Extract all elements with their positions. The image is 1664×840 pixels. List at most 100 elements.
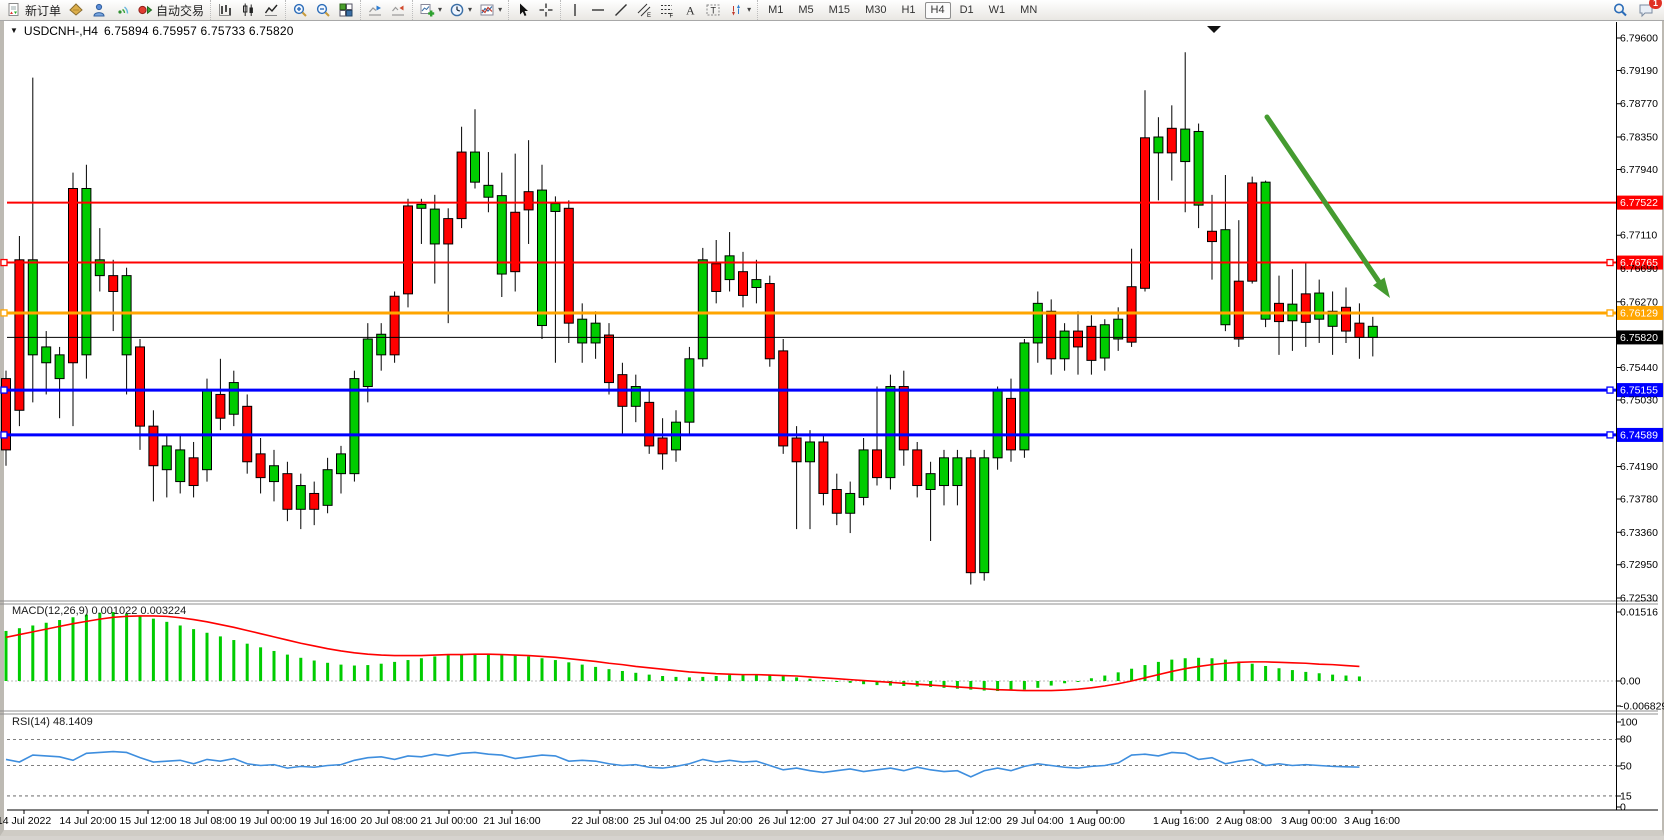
- timeframe-w1[interactable]: W1: [988, 3, 1006, 16]
- signals-button[interactable]: [112, 1, 132, 19]
- candle-chart-button[interactable]: [238, 1, 258, 19]
- time-tick-label: 15 Jul 12:00: [119, 815, 176, 827]
- time-tick-label: 1 Aug 16:00: [1153, 815, 1209, 827]
- autotrading-button-label: 自动交易: [156, 3, 205, 18]
- macd-bar: [594, 666, 598, 681]
- line-handle[interactable]: [1606, 258, 1614, 267]
- community-button[interactable]: [89, 1, 109, 19]
- line-handle[interactable]: [1606, 386, 1614, 394]
- candle: [1059, 330, 1070, 360]
- line-chart-button[interactable]: [261, 1, 281, 19]
- price-marker: [1617, 305, 1663, 320]
- trendline-button[interactable]: [611, 1, 631, 19]
- candle: [295, 485, 306, 510]
- text-button[interactable]: A: [680, 1, 700, 19]
- candle: [309, 492, 320, 510]
- time-tick-label: 25 Jul 20:00: [695, 815, 752, 827]
- line-handle[interactable]: [0, 258, 8, 267]
- auto-scroll-button[interactable]: [365, 1, 385, 19]
- timeframe-h1[interactable]: H1: [901, 3, 916, 16]
- price-tick-label: 6.75030: [1620, 394, 1658, 406]
- time-tick-label: 25 Jul 04:00: [633, 815, 690, 827]
- label-button[interactable]: T: [703, 1, 723, 19]
- period-button[interactable]: ▾: [447, 1, 474, 19]
- expert-advisors-button[interactable]: [66, 1, 86, 19]
- line-handle[interactable]: [0, 431, 8, 439]
- crosshair-button[interactable]: [536, 1, 556, 19]
- candle: [1099, 324, 1110, 359]
- notifications-button[interactable]: 1: [1636, 0, 1662, 19]
- candle: [1086, 325, 1097, 361]
- chart-ohlc-values: 6.75894 6.75957 6.75733 6.75820: [103, 24, 294, 38]
- macd-bar: [982, 681, 986, 691]
- candle: [41, 346, 52, 364]
- price-tick-label: 6.77940: [1620, 164, 1658, 176]
- trend-arrow-head[interactable]: [1372, 277, 1390, 298]
- time-tick-label: 3 Aug 16:00: [1344, 815, 1400, 827]
- macd-bar: [98, 612, 102, 681]
- time-tick-label: 21 Jul 00:00: [420, 815, 477, 827]
- candle: [550, 203, 561, 212]
- autotrading-button[interactable]: 自动交易: [135, 1, 206, 19]
- new-chart-button[interactable]: ▾: [417, 1, 444, 19]
- bar-chart-button[interactable]: [215, 1, 235, 19]
- timeframe-m1[interactable]: M1: [768, 3, 784, 16]
- price-tick-label: 6.74190: [1620, 461, 1658, 473]
- tile-windows-button[interactable]: [336, 1, 356, 19]
- candle: [1327, 310, 1338, 327]
- line-handle[interactable]: [0, 386, 8, 394]
- macd-signal-line: [5, 615, 1360, 692]
- candle: [523, 191, 534, 211]
- toolbar-group: ▾ ▾ ▾: [412, 0, 508, 20]
- vertical-line-button[interactable]: [565, 1, 585, 19]
- macd-bar: [540, 658, 544, 681]
- new-order-button[interactable]: 新订单: [4, 1, 63, 19]
- template-button[interactable]: ▾: [477, 1, 504, 19]
- chart-shift-button[interactable]: [388, 1, 408, 19]
- candle: [456, 151, 467, 220]
- toolbar-group: E F A T ▾: [560, 0, 757, 20]
- zoom-in-button[interactable]: [290, 1, 310, 19]
- zoom-out-button[interactable]: [313, 1, 333, 19]
- macd-bar: [701, 676, 705, 681]
- candle: [1207, 230, 1217, 243]
- timeframe-m5[interactable]: M5: [798, 3, 814, 16]
- macd-bar: [125, 613, 129, 681]
- timeframe-m15[interactable]: M15: [828, 3, 851, 16]
- candle: [108, 275, 119, 292]
- candle: [1126, 286, 1137, 343]
- fibonacci-button[interactable]: F: [657, 1, 677, 19]
- time-tick-label: 14 Jul 20:00: [59, 815, 116, 827]
- trend-arrow[interactable]: [1264, 114, 1385, 289]
- timeframe-m30[interactable]: M30: [865, 3, 887, 16]
- line-handle[interactable]: [0, 309, 8, 317]
- macd-bar: [741, 674, 745, 681]
- horizontal-line-button[interactable]: [588, 1, 608, 19]
- chart-menu-icon[interactable]: ▼: [10, 26, 18, 35]
- timeframe-d1[interactable]: D1: [959, 3, 974, 16]
- line-handle[interactable]: [1606, 309, 1614, 317]
- macd-bar: [138, 615, 142, 681]
- template-icon: [479, 2, 495, 18]
- cursor-button[interactable]: [513, 1, 533, 19]
- toolbar-group: [508, 0, 560, 20]
- price-tick-label: 6.72530: [1620, 593, 1658, 605]
- macd-bar: [1076, 681, 1080, 682]
- chevron-down-icon: ▾: [498, 5, 503, 14]
- candle: [1019, 342, 1030, 451]
- signals-icon: [114, 2, 130, 18]
- arrows-button[interactable]: ▾: [726, 1, 753, 19]
- candle: [416, 203, 427, 209]
- channel-button[interactable]: E: [634, 1, 654, 19]
- timeframe-mn[interactable]: MN: [1020, 3, 1038, 16]
- macd-bar: [44, 622, 48, 681]
- search-button[interactable]: [1610, 1, 1630, 19]
- chart-window[interactable]: [0, 21, 1664, 836]
- macd-bar: [875, 681, 879, 686]
- timeframe-h4[interactable]: H4: [924, 1, 951, 19]
- candle: [925, 473, 936, 490]
- line-handle[interactable]: [1606, 431, 1614, 439]
- time-tick-label: 27 Jul 04:00: [821, 815, 878, 827]
- candle: [228, 382, 239, 415]
